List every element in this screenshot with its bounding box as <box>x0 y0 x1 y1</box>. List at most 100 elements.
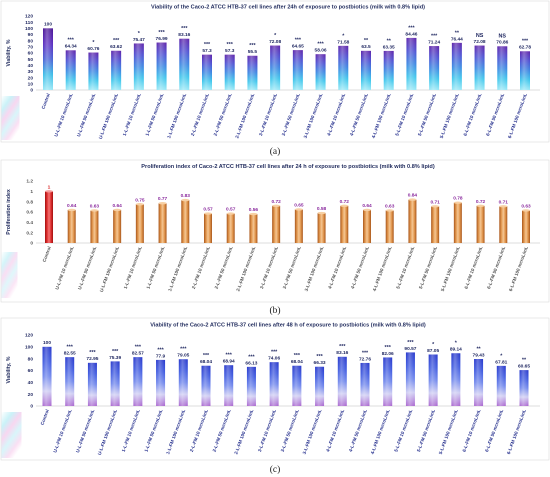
value-label: 84.46 <box>405 31 417 37</box>
value-label: 0.63 <box>90 203 100 209</box>
value-label: 72.08 <box>474 39 486 45</box>
bar-body <box>249 214 258 243</box>
bar-highlight <box>247 55 258 90</box>
value-label: 0.63 <box>521 203 531 209</box>
value-label: 63.62 <box>110 44 122 50</box>
significance-label: *** <box>158 30 165 36</box>
value-label: 0.64 <box>67 203 77 209</box>
significance-label: * <box>432 342 435 348</box>
value-label: 76.44 <box>451 36 463 42</box>
bar-cap <box>158 202 167 205</box>
bar <box>135 203 144 243</box>
value-label: 0.57 <box>226 207 236 213</box>
bar-highlight <box>269 362 279 406</box>
significance-label: *** <box>113 38 120 44</box>
bar-body <box>204 213 212 243</box>
bar-highlight <box>315 366 325 406</box>
y-tick-label: 80 <box>28 356 34 362</box>
bar-highlight <box>224 365 234 406</box>
bar <box>201 365 211 406</box>
significance-label: ** <box>387 38 392 44</box>
bar <box>294 208 303 243</box>
value-label: 71.24 <box>428 39 440 45</box>
bar-highlight <box>474 45 485 90</box>
significance-label: * <box>274 33 277 39</box>
panel-label-a: (a) <box>270 146 281 157</box>
bar <box>158 202 167 243</box>
value-label: 0.71 <box>430 199 440 205</box>
significance-label: *** <box>181 26 188 32</box>
bar-cap <box>90 209 99 212</box>
bar-highlight <box>428 354 438 406</box>
bar-highlight <box>202 54 212 90</box>
bar-control <box>45 190 53 243</box>
bar <box>385 209 394 243</box>
y-tick-label: 10 <box>28 82 34 88</box>
bar <box>474 45 485 90</box>
bar-highlight <box>519 370 529 406</box>
chart-panel-c: Viability of the Caco-2 ATCC HTB-37 cell… <box>0 317 550 461</box>
value-label: 63.35 <box>383 44 395 50</box>
bar-highlight <box>179 38 190 90</box>
bar-body <box>431 206 440 243</box>
value-label: 90.57 <box>404 346 416 352</box>
bar <box>272 204 281 243</box>
bar-body <box>45 191 53 243</box>
bar-highlight <box>497 46 508 90</box>
bar <box>204 212 212 243</box>
bar-highlight <box>133 43 144 90</box>
bar <box>363 208 371 243</box>
bar-cap <box>181 198 190 202</box>
y-tick-label: 100 <box>25 345 33 351</box>
value-label: 0.58 <box>317 206 327 212</box>
bar-cap <box>67 208 76 212</box>
bar <box>113 208 122 243</box>
x-tick-label: Control <box>41 93 51 110</box>
bar-body <box>317 213 326 243</box>
value-label: 82.06 <box>382 351 394 357</box>
y-tick-label: 80 <box>28 38 34 44</box>
bar <box>88 52 99 90</box>
bar <box>156 359 166 406</box>
significance-label: *** <box>362 350 369 356</box>
bar-highlight <box>178 359 188 406</box>
y-tick-label: 50 <box>28 57 34 63</box>
value-label: 68.04 <box>200 359 212 365</box>
bar-body <box>135 204 144 243</box>
y-tick-label: 20 <box>28 392 34 398</box>
significance-label: *** <box>68 38 75 44</box>
value-label: 1 <box>48 184 51 190</box>
significance-label: *** <box>135 345 142 351</box>
bar-body <box>499 206 508 243</box>
bar <box>431 205 440 243</box>
bar-highlight <box>451 353 461 406</box>
significance-label: *** <box>180 347 187 353</box>
y-tick-label: 0 <box>30 241 33 247</box>
bar-control <box>42 346 52 406</box>
bar <box>65 357 75 406</box>
significance-label: *** <box>339 344 346 350</box>
value-label: 70.86 <box>496 40 508 46</box>
value-label: 0.83 <box>181 193 191 199</box>
chart-panel-b: Proliferation index of Caco-2 ATCC HTB-3… <box>0 159 550 303</box>
significance-label: *** <box>112 349 119 355</box>
value-label: 60.65 <box>518 364 530 370</box>
value-label: 66.33 <box>314 360 326 366</box>
bar <box>246 366 256 406</box>
bar-highlight <box>42 346 52 406</box>
bar-highlight <box>337 356 347 406</box>
bar <box>340 204 349 243</box>
bar-cap <box>249 212 258 216</box>
value-label: 83.16 <box>336 350 348 356</box>
value-label: 0.63 <box>385 203 395 209</box>
bar-highlight <box>292 365 302 406</box>
bar-cap <box>317 211 326 215</box>
bar-body <box>363 209 371 243</box>
bar-highlight <box>338 45 349 90</box>
bar <box>224 54 235 90</box>
bar <box>202 54 212 90</box>
bar-body <box>522 210 530 243</box>
significance-label: *** <box>204 42 211 48</box>
y-tick-label: 0 <box>30 88 33 94</box>
